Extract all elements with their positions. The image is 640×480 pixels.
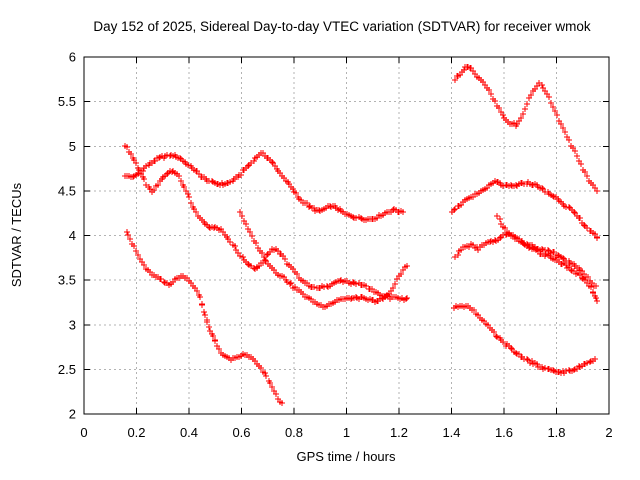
y-tick-label: 5.5 bbox=[58, 94, 76, 109]
y-tick-label: 2 bbox=[69, 407, 76, 422]
y-tick-label: 5 bbox=[69, 139, 76, 154]
x-axis-label: GPS time / hours bbox=[297, 449, 396, 464]
y-axis-label: SDTVAR / TECUs bbox=[9, 182, 24, 287]
series-trace-4-markers bbox=[237, 209, 410, 310]
series-trace-9-markers bbox=[451, 303, 598, 376]
series-trace-2-markers bbox=[122, 150, 406, 223]
series-trace-3-markers bbox=[124, 229, 285, 406]
series-trace-6-markers bbox=[449, 178, 600, 241]
y-tick-label: 4 bbox=[69, 228, 76, 243]
x-tick-label: 0.8 bbox=[285, 425, 303, 440]
chart-title: Day 152 of 2025, Sidereal Day-to-day VTE… bbox=[93, 19, 590, 34]
x-tick-label: 2 bbox=[605, 425, 612, 440]
x-tick-label: 0.2 bbox=[127, 425, 145, 440]
x-tick-label: 0.4 bbox=[180, 425, 198, 440]
y-tick-label: 3 bbox=[69, 317, 76, 332]
x-tick-label: 1.2 bbox=[390, 425, 408, 440]
x-tick-label: 0.6 bbox=[232, 425, 250, 440]
tick-labels: 0 0.2 0.4 0.6 0.8 1 1.2 1.4 1.6 1.8 2 2 2.5 3 3.5 4 4.5 5… bbox=[58, 50, 613, 441]
x-tick-label: 1.8 bbox=[547, 425, 565, 440]
y-tick-label: 3.5 bbox=[58, 273, 76, 288]
x-tick-label: 0 bbox=[80, 425, 87, 440]
x-tick-label: 1.6 bbox=[495, 425, 513, 440]
y-tick-label: 2.5 bbox=[58, 362, 76, 377]
y-tick-label: 4.5 bbox=[58, 183, 76, 198]
series-trace-8-markers bbox=[452, 231, 599, 289]
y-tick-label: 6 bbox=[69, 50, 76, 65]
series-trace-1-markers bbox=[122, 143, 410, 303]
series-trace-5-markers bbox=[452, 64, 600, 194]
x-tick-label: 1.4 bbox=[442, 425, 460, 440]
data-points bbox=[122, 64, 600, 406]
x-tick-label: 1 bbox=[343, 425, 350, 440]
plot-border bbox=[83, 56, 610, 415]
